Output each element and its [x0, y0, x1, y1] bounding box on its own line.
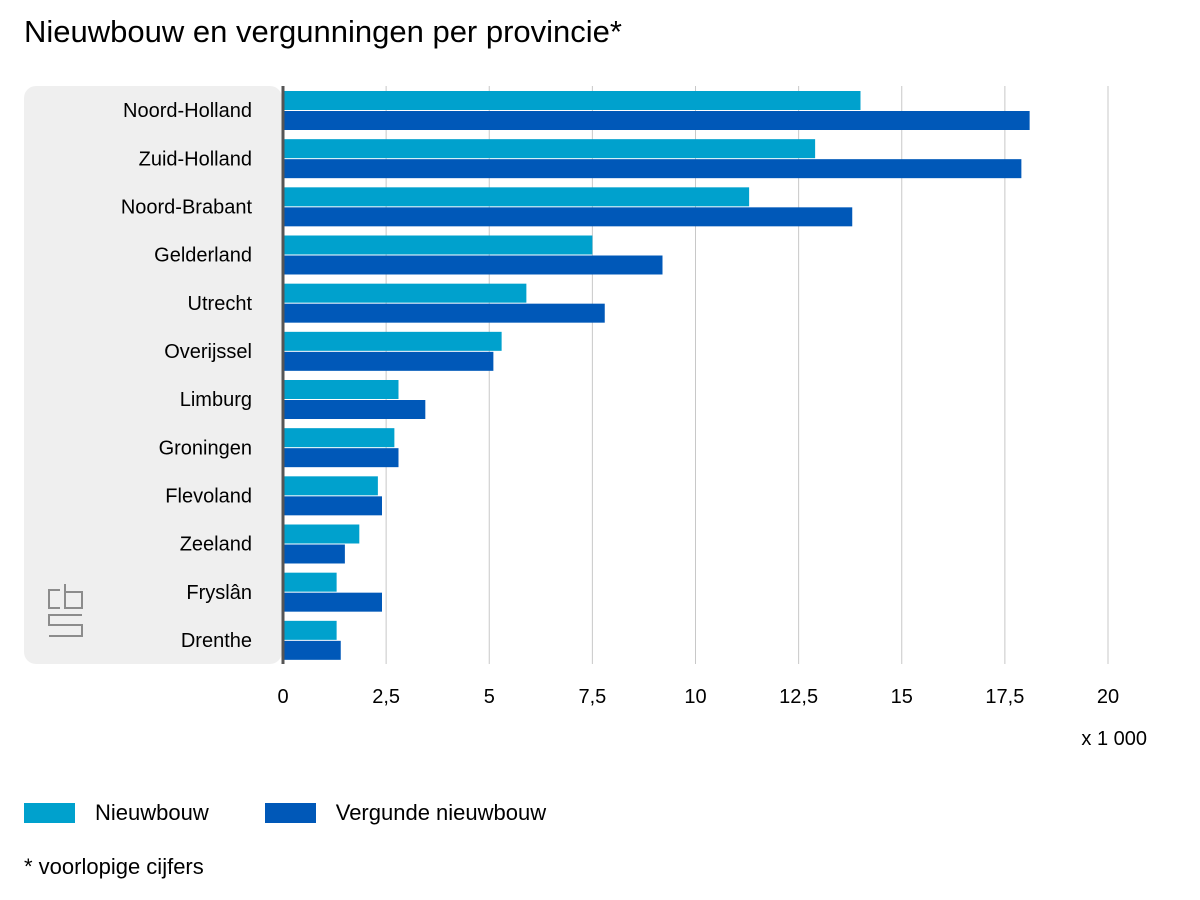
bar-vergunde-9 [283, 544, 345, 564]
category-label-0: Noord-Holland [123, 100, 252, 122]
category-label-5: Overijssel [164, 341, 252, 363]
x-tick-label-4: 10 [684, 686, 706, 708]
x-tick-label-5: 12,5 [779, 686, 818, 708]
x-tick-label-2: 5 [484, 686, 495, 708]
cbs-logo [48, 584, 83, 637]
legend: Nieuwbouw Vergunde nieuwbouw [24, 796, 602, 830]
bar-nieuwbouw-8 [283, 476, 378, 496]
category-labels: Noord-Holland Zuid-Holland Noord-Brabant Ge… [121, 100, 253, 652]
category-label-6: Limburg [180, 389, 252, 411]
category-label-1: Zuid-Holland [139, 148, 252, 170]
category-label-11: Drenthe [181, 630, 252, 652]
bar-nieuwbouw-6 [283, 380, 399, 399]
bar-vergunde-11 [283, 640, 341, 660]
category-label-3: Gelderland [154, 245, 252, 267]
bar-vergunde-5 [283, 351, 494, 371]
bar-chart: Noord-Holland Zuid-Holland Noord-Brabant Ge… [24, 86, 1147, 750]
x-tick-label-0: 0 [277, 686, 288, 708]
bar-nieuwbouw-1 [283, 139, 816, 159]
bar-vergunde-8 [283, 496, 382, 516]
bar-vergunde-2 [283, 207, 853, 227]
bar-nieuwbouw-5 [283, 331, 502, 351]
category-label-8: Flevoland [165, 485, 252, 507]
x-tick-label-3: 7,5 [578, 686, 606, 708]
legend-label-nieuwbouw: Nieuwbouw [95, 800, 209, 825]
category-panel-background [24, 86, 282, 664]
category-label-9: Zeeland [180, 534, 252, 556]
bar-nieuwbouw-0 [283, 91, 861, 110]
category-label-7: Groningen [159, 437, 252, 459]
footnote: * voorlopige cijfers [24, 854, 204, 879]
x-axis-unit: x 1 000 [1081, 728, 1147, 750]
bars [283, 91, 1030, 660]
bar-vergunde-0 [283, 111, 1030, 130]
legend-item-vergunde-nieuwbouw: Vergunde nieuwbouw [264, 800, 547, 826]
bar-nieuwbouw-3 [283, 235, 593, 255]
bar-vergunde-6 [283, 400, 426, 419]
legend-swatch-vergunde-nieuwbouw [264, 803, 316, 823]
x-tick-label-1: 2,5 [372, 686, 400, 708]
bar-nieuwbouw-9 [283, 524, 360, 544]
category-label-10: Fryslân [186, 582, 252, 604]
bar-nieuwbouw-4 [283, 283, 527, 303]
bar-vergunde-3 [283, 255, 663, 275]
gridlines [385, 86, 1109, 664]
bar-nieuwbouw-11 [283, 620, 337, 640]
legend-label-vergunde-nieuwbouw: Vergunde nieuwbouw [335, 800, 547, 825]
category-label-4: Utrecht [188, 293, 253, 315]
category-label-2: Noord-Brabant [121, 196, 253, 218]
bar-nieuwbouw-10 [283, 572, 337, 592]
x-tick-label-6: 15 [891, 686, 913, 708]
bar-vergunde-1 [283, 159, 1022, 179]
bar-vergunde-10 [283, 592, 382, 612]
bar-vergunde-7 [283, 448, 399, 468]
x-tick-labels: 0 2,5 5 7,5 10 12,5 15 17,5 20 [277, 686, 1119, 708]
chart-title: Nieuwbouw en vergunningen per provincie* [24, 14, 622, 49]
bar-nieuwbouw-7 [283, 428, 395, 448]
legend-item-nieuwbouw: Nieuwbouw [24, 800, 209, 826]
x-tick-label-8: 20 [1097, 686, 1119, 708]
legend-swatch-nieuwbouw [24, 803, 75, 823]
bar-vergunde-4 [283, 303, 605, 323]
bar-nieuwbouw-2 [283, 187, 750, 207]
x-tick-label-7: 17,5 [985, 686, 1024, 708]
